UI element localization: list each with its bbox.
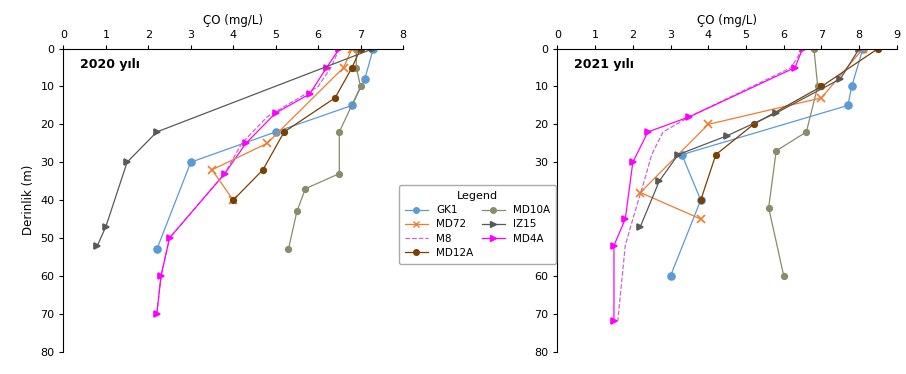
X-axis label: ÇO (mg/L): ÇO (mg/L): [697, 14, 757, 27]
Legend: GK1, MD72, M8, MD12A, MD10A, IZ15, MD4A: GK1, MD72, M8, MD12A, MD10A, IZ15, MD4A: [399, 185, 556, 264]
Y-axis label: Derinlik (m): Derinlik (m): [22, 165, 34, 235]
Text: 2021 yılı: 2021 yılı: [574, 58, 634, 71]
X-axis label: ÇO (mg/L): ÇO (mg/L): [203, 14, 264, 27]
Text: 2020 yılı: 2020 yılı: [81, 58, 140, 71]
